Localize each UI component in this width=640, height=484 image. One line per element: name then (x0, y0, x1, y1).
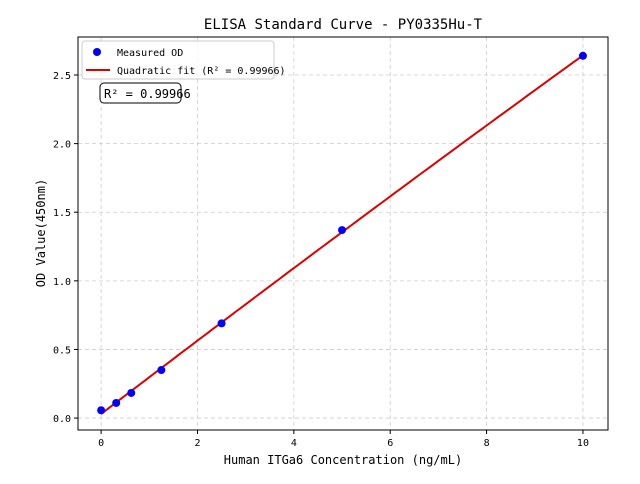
y-tick-label: 0.5 (53, 345, 71, 356)
r2-annotation-text: R² = 0.99966 (104, 87, 191, 101)
data-point (127, 388, 136, 397)
x-axis-label: Human ITGa6 Concentration (ng/mL) (224, 453, 462, 467)
legend-label-measured: Measured OD (117, 48, 183, 59)
y-axis: 0.0 0.5 1.0 1.5 2.0 2.5 (53, 71, 78, 425)
fit-line-group (100, 54, 584, 415)
y-axis-label: OD Value(450nm) (34, 179, 48, 287)
data-point (112, 398, 121, 407)
x-tick-label: 4 (291, 438, 297, 449)
points-group (97, 51, 587, 415)
data-point (217, 319, 226, 328)
r2-annotation-box (99, 82, 182, 104)
y-tick-label: 1.5 (53, 208, 71, 219)
r2-annotation: R² = 0.99966 (99, 82, 191, 104)
y-tick-label: 2.5 (53, 71, 71, 82)
fit-line (100, 54, 584, 415)
legend-marker-measured (93, 48, 101, 56)
data-point (338, 226, 347, 235)
plot-frame (77, 36, 609, 431)
x-tick-label: 8 (484, 438, 490, 449)
x-tick-label: 2 (194, 438, 200, 449)
data-point (97, 406, 106, 415)
legend: Measured OD Quadratic fit (R² = 0.99966) (81, 40, 286, 80)
data-point (157, 366, 166, 375)
grid (78, 37, 608, 430)
chart-title: ELISA Standard Curve - PY0335Hu-T (204, 17, 483, 33)
y-tick-label: 2.0 (53, 140, 71, 151)
x-tick-label: 0 (98, 438, 104, 449)
y-tick-label: 1.0 (53, 277, 71, 288)
x-tick-label: 10 (577, 438, 589, 449)
legend-box (81, 40, 275, 80)
data-point (578, 51, 587, 60)
y-tick-label: 0.0 (53, 414, 71, 425)
x-axis: 0 2 4 6 8 10 (98, 430, 589, 449)
x-tick-label: 6 (387, 438, 393, 449)
legend-label-fit: Quadratic fit (R² = 0.99966) (117, 66, 286, 77)
